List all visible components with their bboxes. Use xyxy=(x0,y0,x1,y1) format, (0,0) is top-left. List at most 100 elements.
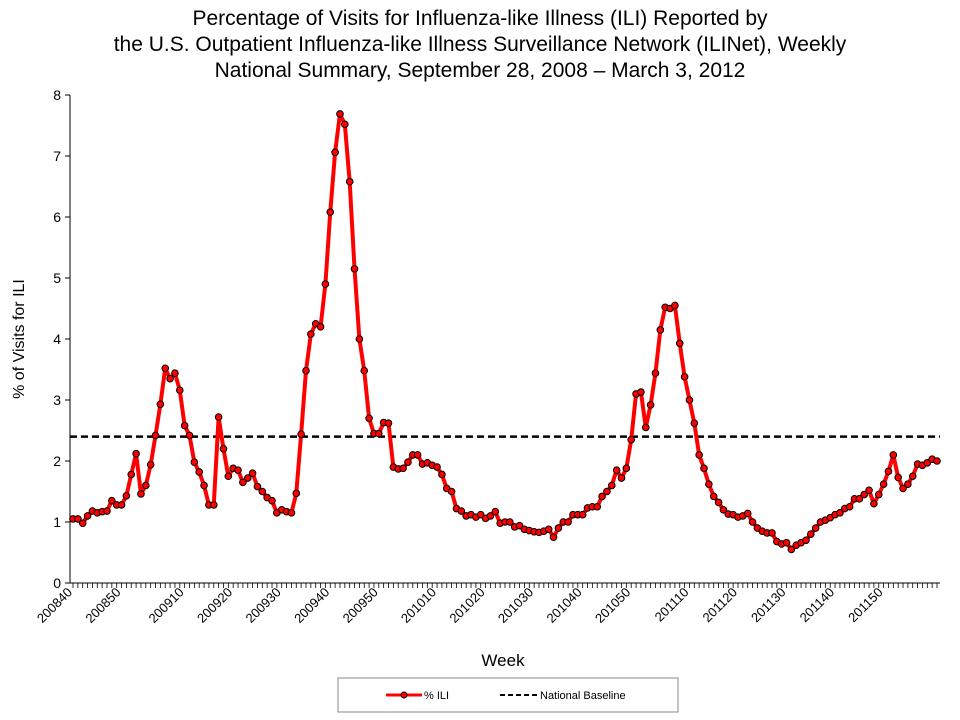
ili-data-point xyxy=(675,339,684,348)
ili-data-point xyxy=(690,419,699,427)
ili-data-point xyxy=(302,366,310,375)
ili-data-point xyxy=(137,490,145,498)
ili-data-point xyxy=(224,472,233,481)
ili-data-point xyxy=(884,467,893,476)
ili-data-point xyxy=(83,512,92,520)
y-tick-label: 1 xyxy=(53,514,61,530)
ili-data-point xyxy=(617,474,626,482)
ili-data-point xyxy=(806,530,815,539)
ili-data-point xyxy=(491,507,500,516)
ili-data-point xyxy=(641,423,650,432)
ili-data-point xyxy=(627,435,636,444)
ili-data-point xyxy=(870,499,878,508)
ili-data-point xyxy=(908,472,917,481)
ili-data-point xyxy=(331,148,339,157)
ili-data-point xyxy=(103,507,111,515)
ili-data-point xyxy=(185,431,194,440)
ili-data-point xyxy=(549,533,558,542)
ili-data-point xyxy=(743,509,752,518)
ili-data-point xyxy=(709,492,718,501)
y-tick-label: 5 xyxy=(53,270,61,286)
ili-data-point xyxy=(156,400,165,409)
ili-data-point xyxy=(637,388,645,396)
ili-data-point xyxy=(127,470,136,479)
chart-title-line-1: Percentage of Visits for Influenza-like … xyxy=(192,7,768,30)
legend: % ILI National Baseline xyxy=(337,677,679,713)
ili-data-point xyxy=(336,110,344,118)
ili-data-point xyxy=(860,490,868,499)
ili-data-point xyxy=(855,495,864,503)
x-tick-label: 201010 xyxy=(398,585,439,626)
y-tick-label: 6 xyxy=(53,209,61,225)
ili-data-point xyxy=(307,330,315,338)
ili-data-point xyxy=(506,518,514,526)
ili-data-point xyxy=(326,208,335,216)
x-tick-label: 201020 xyxy=(446,585,487,626)
ili-data-point xyxy=(200,481,208,490)
ili-data-point xyxy=(345,177,354,186)
ili-data-point xyxy=(74,515,82,523)
ili-data-point xyxy=(894,473,902,482)
ili-data-point xyxy=(622,464,631,473)
ili-data-point xyxy=(695,451,703,459)
ili-data-point xyxy=(879,480,888,488)
ili-data-point xyxy=(787,545,796,554)
ili-data-point xyxy=(904,480,912,488)
ili-data-point xyxy=(865,486,873,495)
ili-data-point xyxy=(554,524,563,532)
ili-data-point xyxy=(248,469,257,478)
ili-data-point xyxy=(748,518,757,526)
x-tick-label: 200950 xyxy=(340,585,381,626)
ili-data-point xyxy=(209,501,218,509)
x-tick-label: 201150 xyxy=(845,585,886,626)
ili-data-point xyxy=(78,519,87,528)
ili-data-point xyxy=(253,482,262,491)
x-tick-label: 200940 xyxy=(291,585,332,626)
ili-data-point xyxy=(680,373,689,381)
y-axis-label: % of Visits for ILI xyxy=(11,279,28,399)
ili-data-point xyxy=(341,120,349,129)
y-tick-label: 7 xyxy=(53,148,61,164)
y-tick-label: 3 xyxy=(53,392,61,408)
ili-data-point xyxy=(365,414,373,423)
ili-data-point xyxy=(321,280,330,288)
x-tick-label: 200910 xyxy=(145,585,186,626)
ili-data-point xyxy=(612,466,621,474)
ili-data-point xyxy=(671,301,679,310)
ili-data-point xyxy=(447,487,456,496)
ili-data-point xyxy=(234,466,242,474)
series-layer xyxy=(69,110,941,554)
ili-data-point xyxy=(564,518,572,526)
ili-data-point xyxy=(171,369,179,377)
legend-baseline-label: National Baseline xyxy=(540,690,626,702)
ili-data-point xyxy=(219,445,228,453)
ili-data-point xyxy=(700,464,708,473)
ili-data-point xyxy=(122,491,131,500)
ili-data-point xyxy=(243,474,252,482)
y-tick-label: 8 xyxy=(53,87,61,103)
ili-data-point xyxy=(705,480,713,488)
ili-data-point xyxy=(355,335,364,343)
ili-data-point xyxy=(544,525,553,534)
x-tick-label: 201110 xyxy=(652,585,692,625)
ili-data-point xyxy=(714,498,723,507)
y-tick-label: 0 xyxy=(53,575,61,591)
x-tick-label: 200920 xyxy=(194,585,235,626)
ili-data-point xyxy=(151,431,160,440)
ili-data-point xyxy=(360,366,369,375)
ili-data-point xyxy=(578,510,587,519)
chart-title: Percentage of Visits for Influenza-like … xyxy=(0,6,960,84)
x-axis-label: Week xyxy=(481,651,525,670)
ili-data-point xyxy=(457,507,466,515)
ili-data-point xyxy=(438,470,446,479)
ili-data-point xyxy=(899,484,907,493)
ili-data-point xyxy=(685,396,694,404)
ili-data-point xyxy=(166,374,174,383)
ili-data-point xyxy=(297,430,305,438)
ili-data-point xyxy=(836,509,844,517)
ili-data-point xyxy=(316,323,325,331)
x-tick-label: 201030 xyxy=(495,585,536,626)
ili-data-point xyxy=(268,496,276,505)
ili-data-point xyxy=(845,502,854,511)
